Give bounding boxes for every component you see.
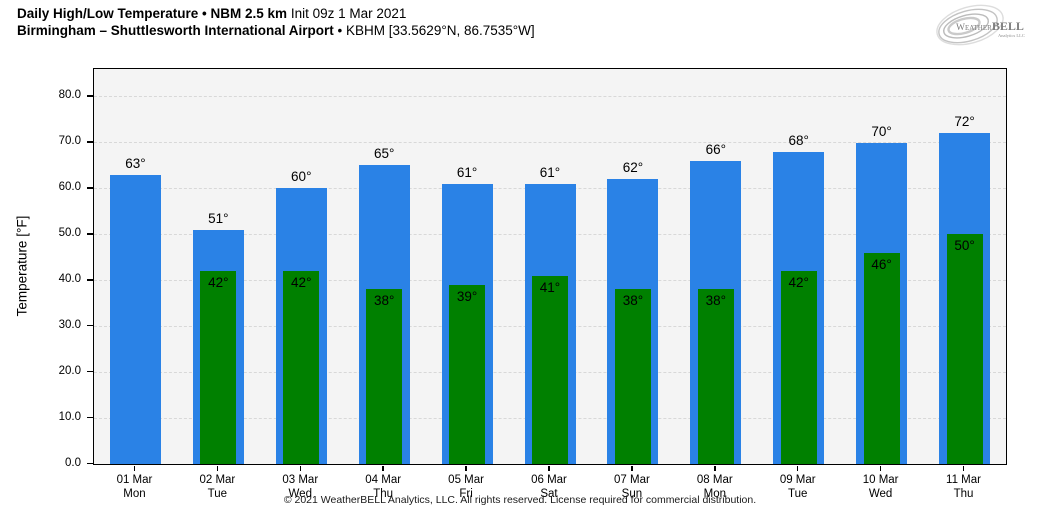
x-tick-label: 09 Mar Tue bbox=[779, 474, 816, 500]
x-tick-label: 11 Mar Thu bbox=[946, 474, 981, 500]
low-value-label: 42° bbox=[291, 275, 312, 291]
low-bar bbox=[283, 271, 320, 464]
x-tick-label: 10 Mar Wed bbox=[862, 474, 899, 500]
chart-header: Daily High/Low Temperature • NBM 2.5 km … bbox=[17, 6, 535, 39]
high-value-label: 51° bbox=[208, 210, 229, 226]
logo-subtext: Analytics LLC bbox=[998, 33, 1025, 38]
low-value-label: 38° bbox=[373, 293, 395, 309]
chart-title-main: Daily High/Low Temperature • NBM 2.5 km bbox=[17, 6, 288, 21]
low-bar bbox=[697, 289, 734, 464]
x-tick-label: 04 Mar Thu bbox=[365, 474, 402, 500]
gridline bbox=[94, 142, 1006, 143]
y-tick-label: 30.0 bbox=[58, 318, 81, 331]
high-bar bbox=[109, 174, 161, 464]
x-tick-label: 06 Mar Sat bbox=[531, 474, 567, 500]
y-tick-label: 80.0 bbox=[58, 89, 81, 102]
x-tick-mark bbox=[714, 466, 716, 471]
x-tick-label: 07 Mar Sun bbox=[614, 474, 650, 500]
x-tick-mark bbox=[299, 466, 302, 471]
low-bar bbox=[366, 289, 403, 464]
high-value-label: 66° bbox=[705, 141, 727, 157]
x-tick-mark bbox=[382, 466, 384, 471]
low-value-label: 39° bbox=[456, 288, 478, 304]
y-tick-mark bbox=[87, 370, 93, 373]
logo-text: WeatherBELL bbox=[956, 19, 1024, 33]
x-tick-label: 03 Mar Wed bbox=[282, 474, 319, 500]
y-tick-mark bbox=[87, 279, 93, 281]
x-tick-mark bbox=[879, 466, 882, 471]
x-tick-label: 01 Mar Mon bbox=[116, 474, 153, 500]
high-value-label: 61° bbox=[456, 164, 478, 180]
x-tick-label: 02 Mar Tue bbox=[199, 474, 236, 500]
plot-inner: 63° 51° 42° 60° 42° 65° 38° 61° 39° 61° 41° 62° 38° 6… bbox=[94, 69, 1006, 464]
low-value-label: 38° bbox=[705, 293, 727, 309]
chart-subtitle-station: • KBHM [33.5629°N, 86.7535°W] bbox=[337, 22, 535, 38]
low-bar bbox=[863, 252, 900, 464]
x-tick-mark bbox=[631, 466, 633, 471]
high-value-label: 63° bbox=[125, 155, 146, 171]
high-value-label: 65° bbox=[373, 146, 395, 162]
high-value-label: 72° bbox=[954, 114, 975, 130]
y-tick-mark bbox=[87, 141, 93, 143]
plot-area: 63° 51° 42° 60° 42° 65° 38° 61° 39° 61° 41° 62° 38° 6… bbox=[93, 68, 1007, 465]
y-tick-label: 10.0 bbox=[58, 410, 81, 423]
low-bar bbox=[780, 271, 817, 464]
weatherbell-logo: WeatherBELL Analytics LLC bbox=[930, 2, 1034, 50]
chart-title: Daily High/Low Temperature • NBM 2.5 km … bbox=[17, 6, 535, 23]
low-value-label: 46° bbox=[871, 256, 892, 272]
chart-title-init: Init 09z 1 Mar 2021 bbox=[290, 6, 407, 21]
y-axis: 0.0 10.0 20.0 30.0 40.0 50.0 60.0 70.0 80.0 bbox=[0, 68, 93, 469]
y-tick-label: 60.0 bbox=[58, 180, 81, 193]
x-axis: 01 Mar Mon 02 Mar Tue 03 Mar Wed 04 Mar Thu… bbox=[93, 465, 1007, 509]
y-tick-mark bbox=[87, 324, 93, 327]
x-tick-mark bbox=[962, 466, 965, 471]
low-value-label: 41° bbox=[539, 279, 561, 295]
weatherbell-logo-graphic: WeatherBELL Analytics LLC bbox=[936, 4, 1025, 46]
chart-subtitle-location: Birmingham – Shuttlesworth International… bbox=[17, 22, 334, 38]
high-value-label: 70° bbox=[871, 123, 892, 139]
x-tick-label: 05 Mar Fri bbox=[448, 474, 484, 500]
y-tick-mark bbox=[87, 187, 93, 189]
x-tick-label: 08 Mar Mon bbox=[696, 474, 733, 500]
x-tick-mark bbox=[133, 466, 136, 471]
x-tick-mark bbox=[465, 466, 467, 471]
low-bar bbox=[614, 289, 651, 464]
y-tick-mark bbox=[87, 416, 93, 419]
high-value-label: 61° bbox=[539, 164, 561, 180]
low-value-label: 42° bbox=[788, 275, 809, 291]
x-tick-mark bbox=[796, 466, 799, 471]
high-value-label: 68° bbox=[788, 132, 809, 148]
chart-subtitle: Birmingham – Shuttlesworth International… bbox=[17, 23, 535, 40]
y-tick-label: 0.0 bbox=[65, 456, 81, 469]
y-tick-mark bbox=[87, 233, 93, 235]
y-tick-label: 40.0 bbox=[58, 272, 81, 285]
low-value-label: 50° bbox=[954, 238, 975, 254]
gridline bbox=[94, 96, 1006, 98]
x-tick-mark bbox=[548, 466, 550, 471]
low-bar bbox=[946, 234, 983, 464]
y-tick-mark bbox=[87, 95, 93, 97]
y-tick-label: 70.0 bbox=[58, 135, 81, 147]
low-value-label: 38° bbox=[622, 293, 644, 309]
x-tick-mark bbox=[216, 466, 219, 471]
low-value-label: 42° bbox=[208, 275, 229, 291]
low-bar bbox=[200, 271, 237, 464]
high-value-label: 62° bbox=[622, 160, 644, 176]
high-value-label: 60° bbox=[291, 169, 312, 185]
low-bar bbox=[532, 275, 568, 464]
low-bar bbox=[449, 284, 486, 464]
y-tick-label: 50.0 bbox=[58, 226, 81, 239]
y-tick-mark bbox=[87, 462, 93, 465]
copyright-footer: © 2021 WeatherBELL Analytics, LLC. All r… bbox=[283, 494, 757, 506]
y-tick-label: 20.0 bbox=[58, 364, 81, 377]
